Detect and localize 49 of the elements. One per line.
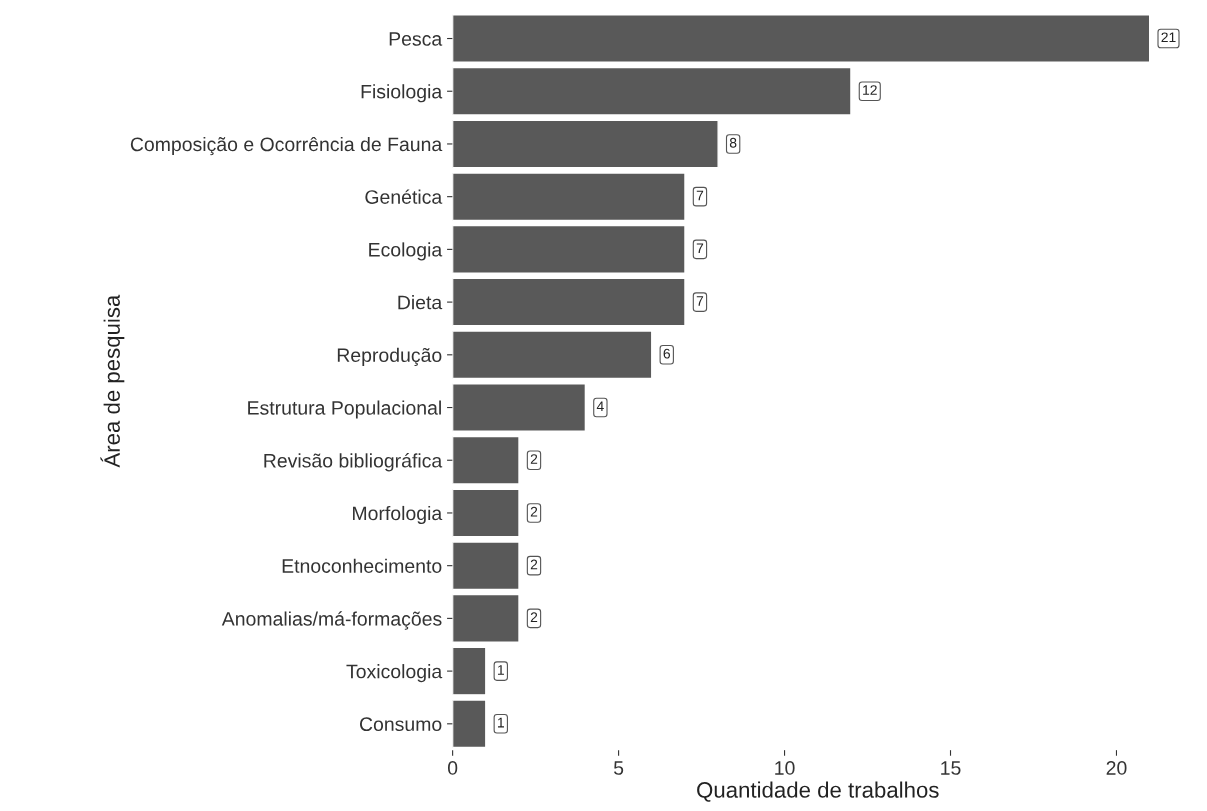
x-tick-label: 10	[775, 761, 795, 775]
x-tick-label: 5	[613, 761, 624, 775]
bar	[452, 277, 686, 327]
y-tick-label: Etnoconhecimento	[282, 558, 442, 573]
y-tick-label: Composição e Ocorrência de Fauna	[130, 136, 443, 156]
bar	[452, 646, 487, 696]
data-label: 1	[497, 665, 504, 675]
bar	[452, 224, 686, 274]
x-tick-label: 0	[447, 761, 458, 775]
bar	[452, 119, 719, 169]
y-tick-label: Estrutura Populacional	[248, 400, 441, 419]
y-tick-label: Pesca	[389, 32, 443, 46]
y-tick-label: Fisiologia	[361, 84, 443, 103]
x-tick-label: 15	[941, 761, 961, 775]
data-label: 8	[729, 137, 737, 148]
y-tick-label: Genética	[365, 189, 443, 204]
x-tick-label: 20	[1106, 761, 1127, 775]
data-label: 12	[863, 85, 877, 95]
bar	[452, 488, 520, 538]
y-axis-title: Área de pesquisa	[100, 294, 125, 468]
bar	[452, 435, 520, 485]
data-label: 1	[497, 717, 504, 728]
bar	[452, 14, 1151, 63]
data-label: 7	[696, 243, 704, 253]
data-label: 2	[530, 454, 538, 464]
y-tick-label: Reprodução	[337, 347, 442, 366]
data-label: 7	[696, 296, 704, 306]
data-label: 2	[530, 506, 538, 517]
data-label: 21	[1161, 32, 1176, 43]
bar	[452, 172, 686, 222]
bar	[452, 593, 520, 643]
y-tick-label: Morfologia	[353, 505, 443, 525]
x-axis-title: Quantidade de trabalhos	[697, 781, 939, 802]
y-tick-label: Dieta	[398, 295, 443, 310]
data-label: 2	[530, 612, 538, 622]
bar	[452, 330, 653, 380]
y-tick-label: Anomalias/má-formações	[221, 611, 442, 630]
bar	[452, 66, 852, 116]
bar	[452, 541, 520, 591]
data-label: 4	[596, 401, 604, 412]
data-label: 7	[696, 190, 704, 201]
y-tick-label: Toxicologia	[346, 664, 443, 683]
y-tick-label: Ecologia	[369, 242, 443, 261]
data-label: 6	[663, 348, 670, 359]
data-label: 2	[530, 559, 538, 570]
y-tick-label: Consumo	[359, 717, 442, 732]
y-tick-label: Revisão bibliográfica	[264, 453, 443, 472]
bar	[452, 699, 487, 749]
bar	[452, 383, 587, 432]
